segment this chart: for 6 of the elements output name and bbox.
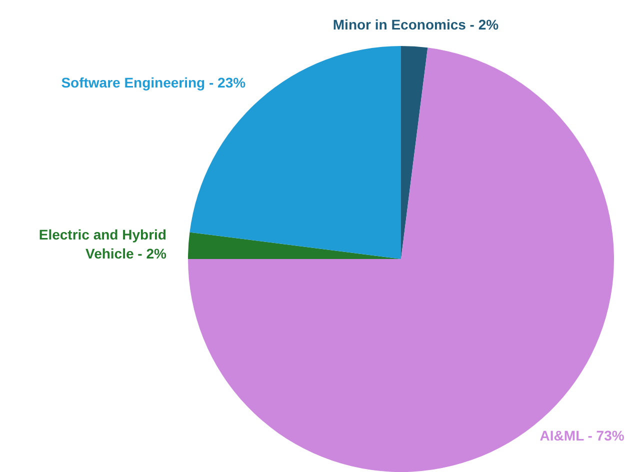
slice-label: Electric and Hybrid Vehicle - 2% xyxy=(38,226,168,262)
slice-label: Software Engineering - 23% xyxy=(61,74,246,91)
slice-label: Minor in Economics - 2% xyxy=(332,16,500,32)
pie-slice xyxy=(188,232,401,259)
slice-label: AI&ML - 73% xyxy=(540,427,625,444)
pie-slice xyxy=(401,46,428,259)
